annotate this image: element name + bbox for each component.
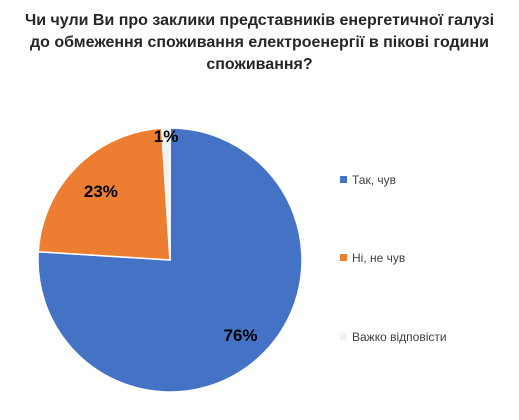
pie-slices <box>37 127 303 393</box>
legend-item-vazhko-vidpovisty: Важко відповісти <box>340 330 447 344</box>
data-label-vazhko-vidpovisty: 1% <box>154 127 179 146</box>
legend-item-ni-ne-chuv: Ні, не чув <box>340 251 405 265</box>
chart-title: Чи чули Ви про заклики представників ене… <box>0 10 519 76</box>
legend-label-ni-ne-chuv: Ні, не чув <box>352 251 405 265</box>
data-label-tak-chuv: 76% <box>223 326 257 345</box>
chart-title-line-3: споживання? <box>206 56 313 73</box>
data-label-ni-ne-chuv: 23% <box>84 182 118 201</box>
chart-title-line-1: Чи чули Ви про заклики представників ене… <box>24 12 495 29</box>
legend-swatch-tak-chuv <box>340 176 347 183</box>
pie-slice-ni-ne-chuv <box>37 127 171 261</box>
legend-swatch-ni-ne-chuv <box>340 254 347 261</box>
data-labels: 76% 23% 1% <box>84 127 258 345</box>
legend-label-tak-chuv: Так, чув <box>352 173 396 187</box>
chart-title-line-2: до обмеження споживання електроенергії в… <box>29 34 490 51</box>
legend-swatch-vazhko-vidpovisty <box>340 333 347 340</box>
pie-slice-vazhko-vidpovisty <box>160 127 171 261</box>
legend-item-tak-chuv: Так, чув <box>340 173 396 187</box>
legend: Так, чув Ні, не чув Важко відповісти <box>340 173 447 344</box>
pie-slice-tak-chuv <box>37 127 303 393</box>
legend-label-vazhko-vidpovisty: Важко відповісти <box>352 330 447 344</box>
